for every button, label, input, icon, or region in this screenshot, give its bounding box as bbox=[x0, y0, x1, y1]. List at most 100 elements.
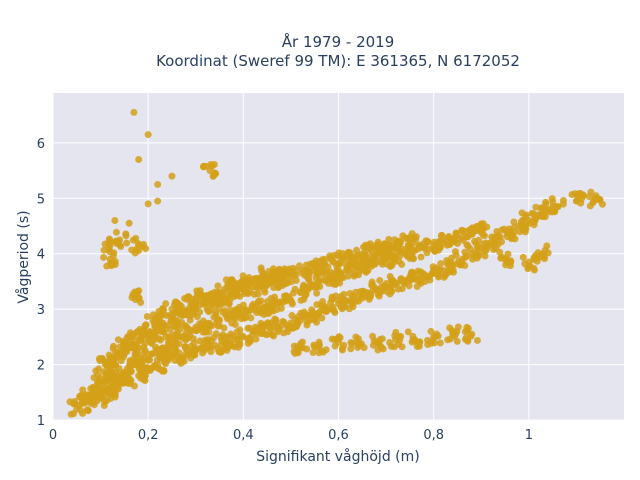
data-point-cloud bbox=[342, 266, 350, 274]
data-point-cloud bbox=[388, 287, 396, 295]
data-point-cloud bbox=[388, 281, 396, 289]
data-point-cloud bbox=[130, 382, 138, 390]
data-point-cloud bbox=[70, 400, 78, 408]
data-point-cloud bbox=[321, 276, 329, 284]
data-point-cloud bbox=[185, 304, 193, 312]
data-point-cloud bbox=[452, 231, 460, 239]
data-point-0-167 bbox=[111, 216, 119, 224]
data-point-cloud bbox=[262, 282, 270, 290]
data-point-cloud bbox=[120, 346, 128, 354]
data-point-cloud bbox=[472, 226, 480, 234]
data-point-cloud bbox=[574, 192, 582, 200]
data-point-cloud bbox=[357, 259, 365, 267]
data-point-cloud bbox=[133, 353, 141, 361]
data-point-cloud bbox=[129, 343, 137, 351]
data-point-cloud bbox=[254, 290, 262, 298]
data-point-0-164 bbox=[154, 180, 162, 188]
data-point-cloud bbox=[166, 343, 174, 351]
data-point-cloud bbox=[127, 368, 135, 376]
data-point-cloud bbox=[398, 343, 406, 351]
data-point-cloud bbox=[453, 327, 461, 335]
data-point-cloud bbox=[322, 346, 330, 354]
data-point-cloud bbox=[538, 204, 546, 212]
data-point-cloud bbox=[538, 251, 546, 259]
data-point-cloud bbox=[329, 295, 337, 303]
data-point-cloud bbox=[519, 253, 527, 261]
data-point-cloud bbox=[168, 313, 176, 321]
data-point-cloud bbox=[398, 260, 406, 268]
data-point-0-168 bbox=[125, 219, 133, 227]
data-point-cloud bbox=[143, 312, 151, 320]
data-point-cloud bbox=[190, 339, 198, 347]
data-point-cloud bbox=[548, 208, 556, 216]
data-point-cloud bbox=[362, 267, 370, 275]
data-point-cloud bbox=[107, 259, 115, 267]
data-point-cloud bbox=[135, 247, 143, 255]
data-point-cloud bbox=[305, 267, 313, 275]
data-point-cloud bbox=[300, 283, 308, 291]
data-point-cloud bbox=[386, 338, 394, 346]
data-point-cloud bbox=[300, 295, 308, 303]
data-point-cloud bbox=[350, 262, 358, 270]
data-point-cloud bbox=[404, 328, 412, 336]
data-point-cloud bbox=[140, 240, 148, 248]
data-point-cloud bbox=[174, 303, 182, 311]
data-point-cloud bbox=[579, 192, 587, 200]
data-point-cloud bbox=[205, 308, 213, 316]
y-tick-label: 2 bbox=[37, 359, 45, 374]
data-point-cloud bbox=[438, 231, 446, 239]
data-point-cloud bbox=[148, 364, 156, 372]
data-point-cloud bbox=[504, 250, 512, 258]
data-point-cloud bbox=[360, 254, 368, 262]
data-point-cloud bbox=[417, 243, 425, 251]
data-point-cloud bbox=[370, 337, 378, 345]
data-point-cloud bbox=[335, 333, 343, 341]
data-point-cloud bbox=[112, 228, 120, 236]
data-point-cloud bbox=[90, 401, 98, 409]
data-point-cloud bbox=[405, 248, 413, 256]
data-point-cloud bbox=[423, 273, 431, 281]
data-point-cloud bbox=[464, 337, 472, 345]
data-point-cloud bbox=[162, 333, 170, 341]
data-point-cloud bbox=[270, 332, 278, 340]
data-point-cloud bbox=[313, 289, 321, 297]
data-point-cloud bbox=[205, 328, 213, 336]
data-point-cloud bbox=[145, 355, 153, 363]
data-point-cloud bbox=[291, 349, 299, 357]
y-axis-ticks: 1 2 3 4 5 6 bbox=[37, 137, 45, 429]
data-point-cloud bbox=[123, 239, 131, 247]
data-point-cloud bbox=[292, 276, 300, 284]
data-point-cloud bbox=[539, 211, 547, 219]
data-point-cloud bbox=[530, 264, 538, 272]
data-point-cloud bbox=[247, 314, 255, 322]
data-point-cloud bbox=[367, 259, 375, 267]
y-tick-label: 1 bbox=[37, 414, 45, 429]
data-point-cloud bbox=[354, 251, 362, 259]
data-point-cloud bbox=[453, 337, 461, 345]
data-point-cloud bbox=[299, 344, 307, 352]
data-point-cloud bbox=[210, 334, 218, 342]
data-point-cloud bbox=[298, 338, 306, 346]
data-point-cloud bbox=[75, 401, 83, 409]
x-tick-label: 0,4 bbox=[233, 428, 254, 443]
data-point-cloud bbox=[269, 300, 277, 308]
data-point-cloud bbox=[281, 280, 289, 288]
data-point-cloud bbox=[522, 211, 530, 219]
data-point-cloud bbox=[156, 336, 164, 344]
data-point-cloud bbox=[408, 254, 416, 262]
data-point-cloud bbox=[379, 345, 387, 353]
data-point-cloud bbox=[577, 199, 585, 207]
data-point-cloud bbox=[162, 300, 170, 308]
data-point-cloud bbox=[271, 315, 279, 323]
data-point-cloud bbox=[416, 339, 424, 347]
data-point-cloud bbox=[508, 233, 516, 241]
data-point-cloud bbox=[385, 240, 393, 248]
data-point-cloud bbox=[257, 264, 265, 272]
data-point-0-165 bbox=[154, 197, 162, 205]
data-point-cloud bbox=[154, 364, 162, 372]
data-point-cloud bbox=[223, 338, 231, 346]
data-point-cloud bbox=[549, 198, 557, 206]
data-point-cloud bbox=[160, 321, 168, 329]
data-point-cloud bbox=[477, 220, 485, 228]
data-point-cloud bbox=[231, 320, 239, 328]
